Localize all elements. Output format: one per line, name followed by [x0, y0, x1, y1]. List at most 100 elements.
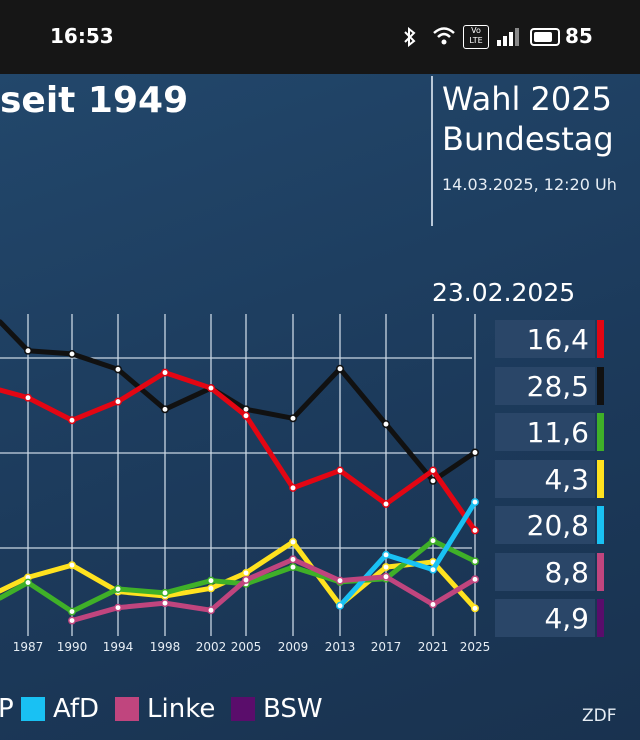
- x-tick-label: 2009: [278, 640, 309, 654]
- data-point: [382, 420, 390, 429]
- result-color-bar: [597, 506, 604, 544]
- x-tick-label: 2002: [196, 640, 227, 654]
- series-line: [0, 370, 478, 533]
- data-point: [336, 576, 344, 585]
- legend-label: Linke: [147, 694, 216, 724]
- x-tick-label: 1994: [103, 640, 134, 654]
- data-point: [471, 448, 479, 457]
- series-line: [69, 556, 478, 624]
- result-box: 8,8: [495, 552, 595, 591]
- status-time: 16:53: [50, 24, 114, 48]
- result-box: 11,6: [495, 413, 595, 451]
- x-tick-label: 2005: [231, 640, 262, 654]
- data-point: [382, 563, 390, 572]
- data-point: [161, 405, 169, 414]
- data-point: [24, 393, 32, 402]
- x-tick-label: 1998: [150, 640, 181, 654]
- legend-label: BSW: [263, 694, 323, 724]
- data-point: [289, 563, 297, 572]
- election-body: Bundestag: [442, 120, 614, 158]
- result-value: 8,8: [544, 555, 589, 589]
- data-point: [68, 561, 76, 570]
- series-line: [0, 539, 478, 611]
- x-tick-label: 1990: [57, 640, 88, 654]
- data-point: [68, 349, 76, 358]
- result-color-bar: [597, 459, 604, 498]
- x-tick-label: 2025: [460, 640, 491, 654]
- data-point: [471, 526, 479, 535]
- data-point: [161, 368, 169, 377]
- data-point: [382, 550, 390, 559]
- result-value: 11,6: [526, 416, 589, 449]
- data-point: [207, 606, 215, 615]
- data-point: [289, 483, 297, 492]
- data-point: [336, 364, 344, 373]
- x-tick-label: 2013: [325, 640, 356, 654]
- battery-icon: [530, 28, 560, 46]
- data-point: [161, 588, 169, 597]
- x-tick-label: 2017: [371, 640, 402, 654]
- data-point: [429, 466, 437, 475]
- result-value: 16,4: [526, 323, 589, 356]
- data-point: [336, 466, 344, 475]
- timestamp: 14.03.2025, 12:20 Uh: [442, 175, 617, 194]
- result-color-bar: [597, 366, 604, 405]
- legend-swatch: [231, 697, 255, 721]
- result-color-bar: [597, 413, 604, 451]
- result-value: 4,3: [544, 462, 589, 496]
- status-bar: 16:53 Vo LTE 85: [0, 0, 640, 74]
- x-tick-label: 1987: [13, 640, 44, 654]
- data-point: [24, 578, 32, 587]
- legend-label: AfD: [53, 694, 100, 724]
- wifi-icon: [433, 27, 455, 45]
- result-box: 4,3: [495, 459, 595, 498]
- data-point: [68, 607, 76, 616]
- data-point: [207, 576, 215, 585]
- data-point: [114, 585, 122, 593]
- result-box: 4,9: [495, 599, 595, 637]
- data-point: [242, 576, 250, 584]
- data-point: [336, 601, 344, 610]
- signal-icon: [497, 28, 519, 46]
- legend-swatch: [115, 697, 139, 721]
- page-title: seit 1949: [0, 80, 189, 121]
- result-value: 20,8: [526, 509, 589, 542]
- data-point: [114, 365, 122, 374]
- data-point: [429, 536, 437, 545]
- result-box: 28,5: [495, 366, 595, 405]
- data-point: [207, 384, 215, 393]
- data-point: [289, 414, 297, 423]
- legend-label: P: [0, 694, 14, 724]
- data-point: [242, 411, 250, 420]
- data-point: [429, 600, 437, 609]
- data-point: [429, 476, 437, 485]
- data-point: [68, 616, 76, 625]
- bluetooth-icon: [404, 27, 416, 47]
- election-title: Wahl 2025: [442, 80, 612, 118]
- result-color-bar: [597, 320, 604, 358]
- result-color-bar: [597, 552, 604, 591]
- x-tick-label: 2021: [418, 640, 449, 654]
- result-color-bar: [597, 599, 604, 637]
- header-divider: [431, 76, 433, 226]
- data-point: [471, 575, 479, 584]
- result-box: 20,8: [495, 506, 595, 544]
- data-point: [114, 603, 122, 612]
- data-point: [382, 500, 390, 508]
- data-point: [161, 599, 169, 608]
- data-point: [382, 572, 390, 581]
- data-point: [207, 584, 215, 593]
- series-line: [0, 538, 478, 615]
- result-value: 4,9: [544, 602, 589, 635]
- data-point: [24, 346, 32, 355]
- legend-swatch: [21, 697, 45, 721]
- data-point: [114, 397, 122, 406]
- data-point: [429, 565, 437, 574]
- volte-icon: Vo LTE: [463, 25, 489, 49]
- data-point: [289, 538, 297, 546]
- data-point: [471, 604, 479, 613]
- data-point: [289, 555, 297, 564]
- result-value: 28,5: [526, 369, 589, 403]
- result-box: 16,4: [495, 320, 595, 358]
